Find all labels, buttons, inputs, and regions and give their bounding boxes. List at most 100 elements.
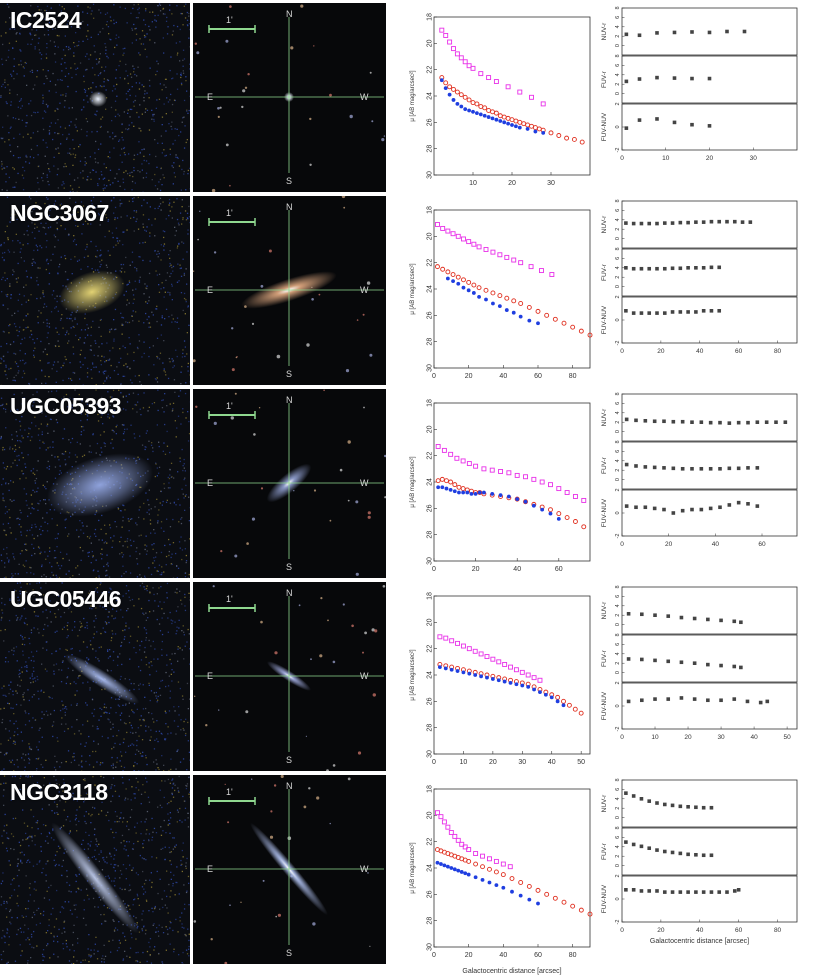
noise-pixel: [83, 99, 85, 101]
noise-pixel: [171, 358, 173, 360]
noise-pixel: [149, 346, 151, 349]
noise-pixel: [56, 370, 58, 372]
noise-pixel: [39, 922, 41, 924]
noise-pixel: [4, 529, 6, 532]
noise-pixel: [19, 944, 21, 946]
noise-pixel: [156, 305, 158, 307]
noise-pixel: [45, 415, 47, 417]
noise-pixel: [104, 43, 106, 45]
color-point: [694, 220, 698, 224]
noise-pixel: [189, 663, 190, 665]
noise-pixel: [100, 364, 102, 366]
noise-pixel: [1, 137, 3, 140]
fuv-point: [443, 666, 448, 671]
color-point: [690, 507, 694, 512]
noise-pixel: [163, 411, 165, 413]
color-point: [740, 220, 745, 224]
noise-pixel: [64, 127, 66, 129]
noise-pixel: [136, 739, 138, 742]
noise-pixel: [33, 547, 35, 549]
noise-pixel: [116, 599, 118, 602]
color-point: [739, 665, 743, 670]
noise-pixel: [176, 750, 178, 753]
noise-pixel: [44, 375, 46, 377]
noise-pixel: [65, 723, 67, 725]
noise-pixel: [93, 620, 95, 622]
nuv-point: [481, 466, 487, 472]
noise-pixel: [88, 764, 91, 766]
fuv-point: [457, 490, 461, 495]
noise-pixel: [86, 621, 88, 624]
noise-pixel: [13, 251, 15, 253]
noise-pixel: [117, 704, 119, 706]
noise-pixel: [30, 933, 33, 936]
noise-pixel: [165, 738, 167, 740]
noise-pixel: [140, 414, 142, 416]
noise-pixel: [142, 407, 145, 409]
y-tick-label: 8: [615, 392, 621, 395]
noise-pixel: [50, 913, 52, 915]
noise-pixel: [112, 182, 114, 184]
noise-pixel: [32, 783, 34, 785]
noise-pixel: [128, 200, 130, 202]
noise-pixel: [169, 812, 171, 814]
noise-pixel: [158, 3, 161, 5]
noise-pixel: [88, 961, 90, 963]
noise-pixel: [72, 191, 74, 192]
noise-pixel: [145, 899, 148, 901]
noise-pixel: [100, 528, 102, 530]
noise-pixel: [145, 725, 147, 727]
noise-pixel: [160, 586, 162, 588]
noise-pixel: [177, 811, 179, 813]
field-star: [362, 313, 365, 316]
noise-pixel: [185, 891, 188, 894]
noise-pixel: [100, 914, 102, 916]
color-point: [727, 503, 732, 507]
noise-pixel: [142, 684, 144, 686]
noise-pixel: [134, 404, 136, 406]
noise-pixel: [58, 132, 60, 135]
noise-pixel: [38, 729, 40, 731]
noise-pixel: [137, 347, 139, 350]
noise-pixel: [159, 197, 162, 199]
noise-pixel: [99, 707, 101, 709]
noise-pixel: [91, 404, 93, 406]
noise-pixel: [91, 203, 93, 205]
noise-pixel: [65, 165, 67, 168]
noise-pixel: [47, 163, 49, 165]
y-tick-label: 4: [615, 25, 621, 28]
noise-pixel: [90, 334, 92, 337]
noise-pixel: [96, 761, 98, 763]
noise-pixel: [82, 532, 85, 534]
noise-pixel: [18, 885, 20, 887]
noise-pixel: [107, 616, 109, 618]
noise-pixel: [97, 413, 99, 416]
noise-pixel: [166, 16, 168, 19]
noise-pixel: [16, 759, 18, 761]
noise-pixel: [42, 128, 45, 131]
noise-pixel: [105, 264, 108, 266]
noise-pixel: [95, 607, 97, 609]
noise-pixel: [43, 227, 46, 229]
x-tick-label: 20: [706, 155, 714, 162]
noise-pixel: [12, 597, 14, 600]
noise-pixel: [118, 947, 120, 949]
noise-pixel: [47, 29, 49, 31]
noise-pixel: [109, 524, 111, 526]
noise-pixel: [187, 169, 189, 172]
color-point: [624, 221, 628, 225]
noise-pixel: [40, 689, 43, 691]
noise-pixel: [169, 361, 171, 363]
noise-pixel: [78, 40, 80, 43]
noise-pixel: [31, 507, 33, 509]
noise-pixel: [138, 340, 141, 342]
noise-pixel: [154, 600, 156, 602]
noise-pixel: [117, 865, 119, 867]
noise-pixel: [144, 24, 147, 26]
noise-pixel: [24, 770, 26, 771]
noise-pixel: [69, 683, 72, 685]
noise-pixel: [35, 821, 37, 824]
noise-pixel: [22, 219, 25, 221]
noise-pixel: [184, 477, 186, 479]
fuv-point: [461, 670, 466, 675]
